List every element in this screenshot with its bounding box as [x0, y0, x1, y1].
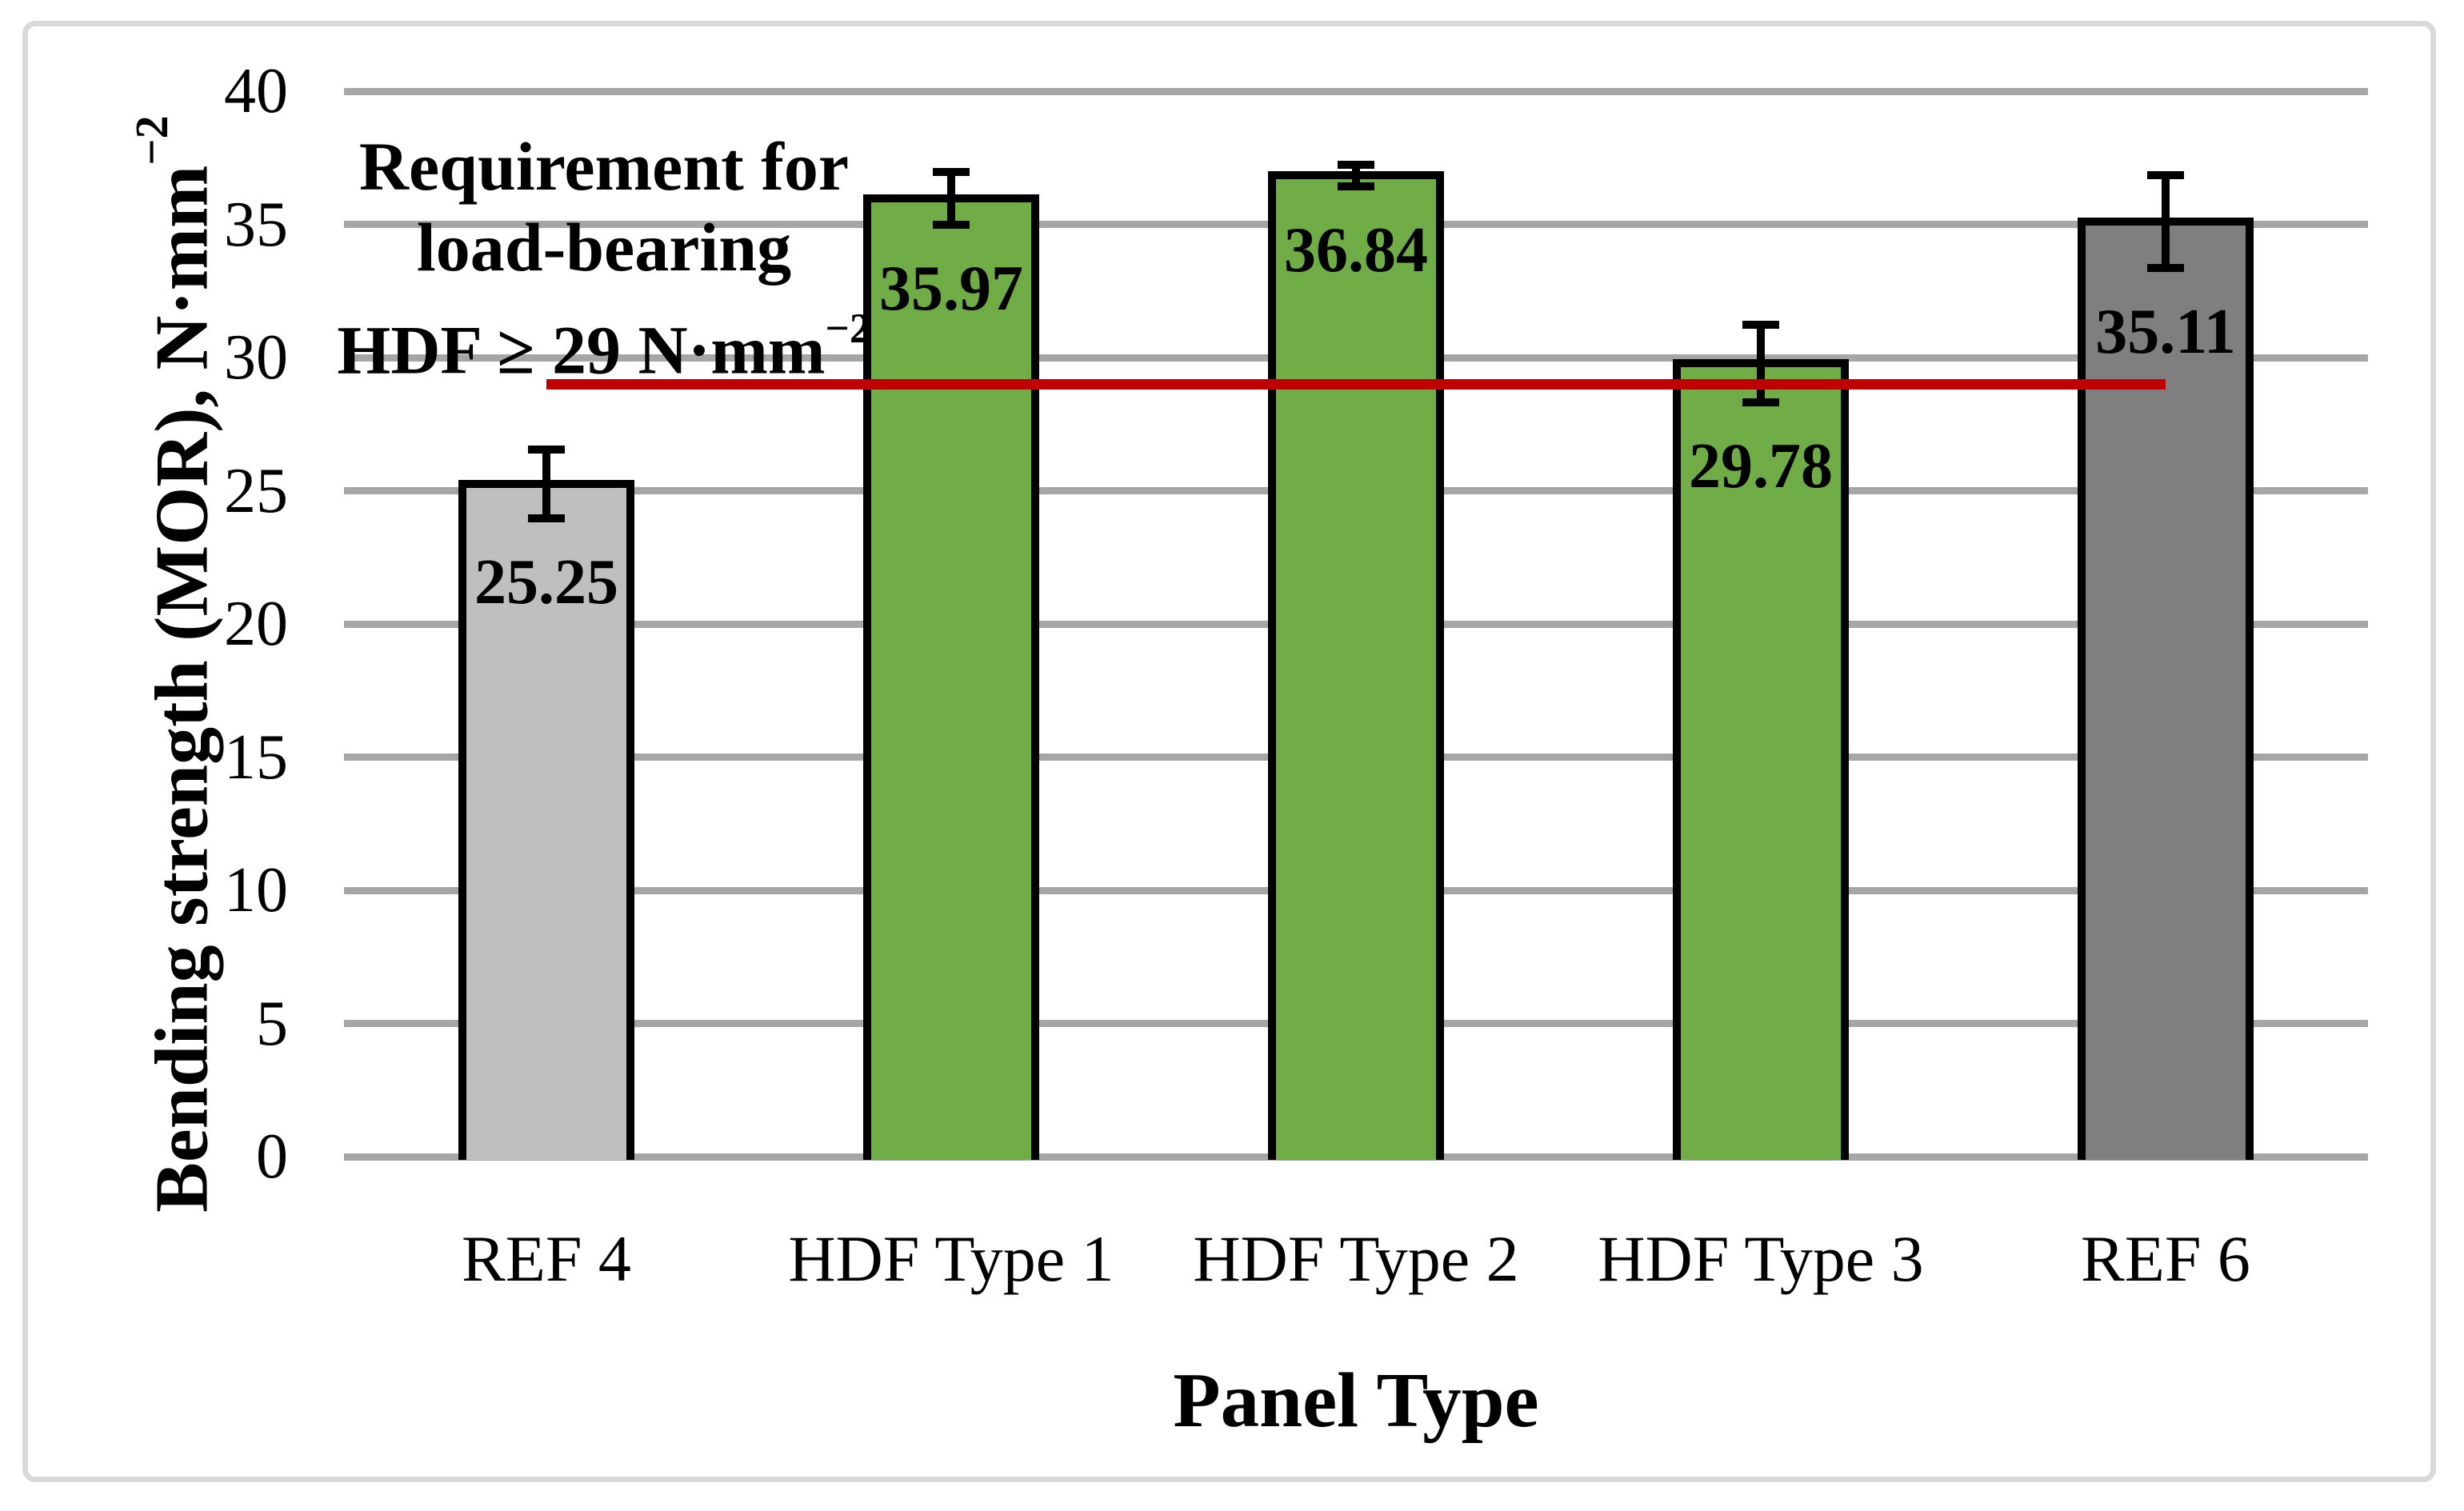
bar	[1673, 359, 1849, 1160]
error-bar	[1352, 164, 1360, 186]
error-bar-cap-top	[1338, 160, 1374, 169]
y-tick-label: 15	[224, 722, 288, 793]
y-tick-label: 25	[224, 455, 288, 526]
error-bar-cap-top	[2147, 170, 2184, 179]
bar-value-label: 35.11	[2095, 297, 2236, 368]
annotation-line-2: load-bearing	[416, 209, 792, 286]
error-bar	[1757, 325, 1765, 402]
y-tick-label: 10	[224, 855, 288, 925]
error-bar	[2162, 174, 2170, 269]
bar-value-label: 25.25	[474, 547, 618, 618]
error-bar-cap-bottom	[1742, 398, 1779, 406]
figure-border	[22, 21, 2436, 1482]
threshold-annotation: Requirement for load-bearing HDF ≥ 29 N·…	[324, 126, 884, 390]
error-bar-cap-bottom	[1338, 182, 1374, 190]
x-category-label: HDF Type 2	[1193, 1222, 1519, 1295]
x-axis-title: Panel Type	[1173, 1357, 1539, 1443]
gridline	[344, 87, 2368, 95]
y-tick-label: 40	[224, 56, 288, 126]
bar	[863, 194, 1039, 1160]
bar-value-label: 36.84	[1284, 214, 1428, 286]
error-bar-cap-bottom	[2147, 264, 2184, 273]
bar	[2078, 217, 2254, 1160]
annotation-line-3-superscript: −2	[825, 304, 871, 352]
bar-value-label: 29.78	[1689, 430, 1833, 502]
y-tick-label: 20	[224, 589, 288, 659]
error-bar-cap-bottom	[933, 221, 970, 230]
error-bar	[947, 171, 955, 226]
y-tick-label: 5	[256, 988, 288, 1059]
x-category-label: REF 6	[2081, 1222, 2250, 1295]
error-bar	[542, 449, 550, 519]
error-bar-cap-top	[528, 445, 565, 454]
error-bar-cap-top	[1742, 321, 1779, 330]
bar-value-label: 35.97	[879, 254, 1023, 325]
x-category-label: HDF Type 3	[1598, 1222, 1924, 1295]
x-category-label: REF 4	[462, 1222, 631, 1295]
error-bar-cap-bottom	[528, 514, 565, 523]
bar	[1268, 171, 1444, 1160]
y-tick-label: 0	[256, 1121, 288, 1192]
x-category-label: HDF Type 1	[788, 1222, 1114, 1295]
error-bar-cap-top	[933, 167, 970, 176]
annotation-line-3-text: HDF ≥ 29 N·mm	[337, 311, 826, 389]
annotation-line-3: HDF ≥ 29 N·mm−2	[324, 288, 884, 390]
y-tick-label: 30	[224, 322, 288, 393]
threshold-line	[546, 378, 2166, 390]
bar	[458, 480, 634, 1160]
y-tick-label: 35	[224, 189, 288, 260]
annotation-line-1: Requirement for	[358, 128, 850, 205]
